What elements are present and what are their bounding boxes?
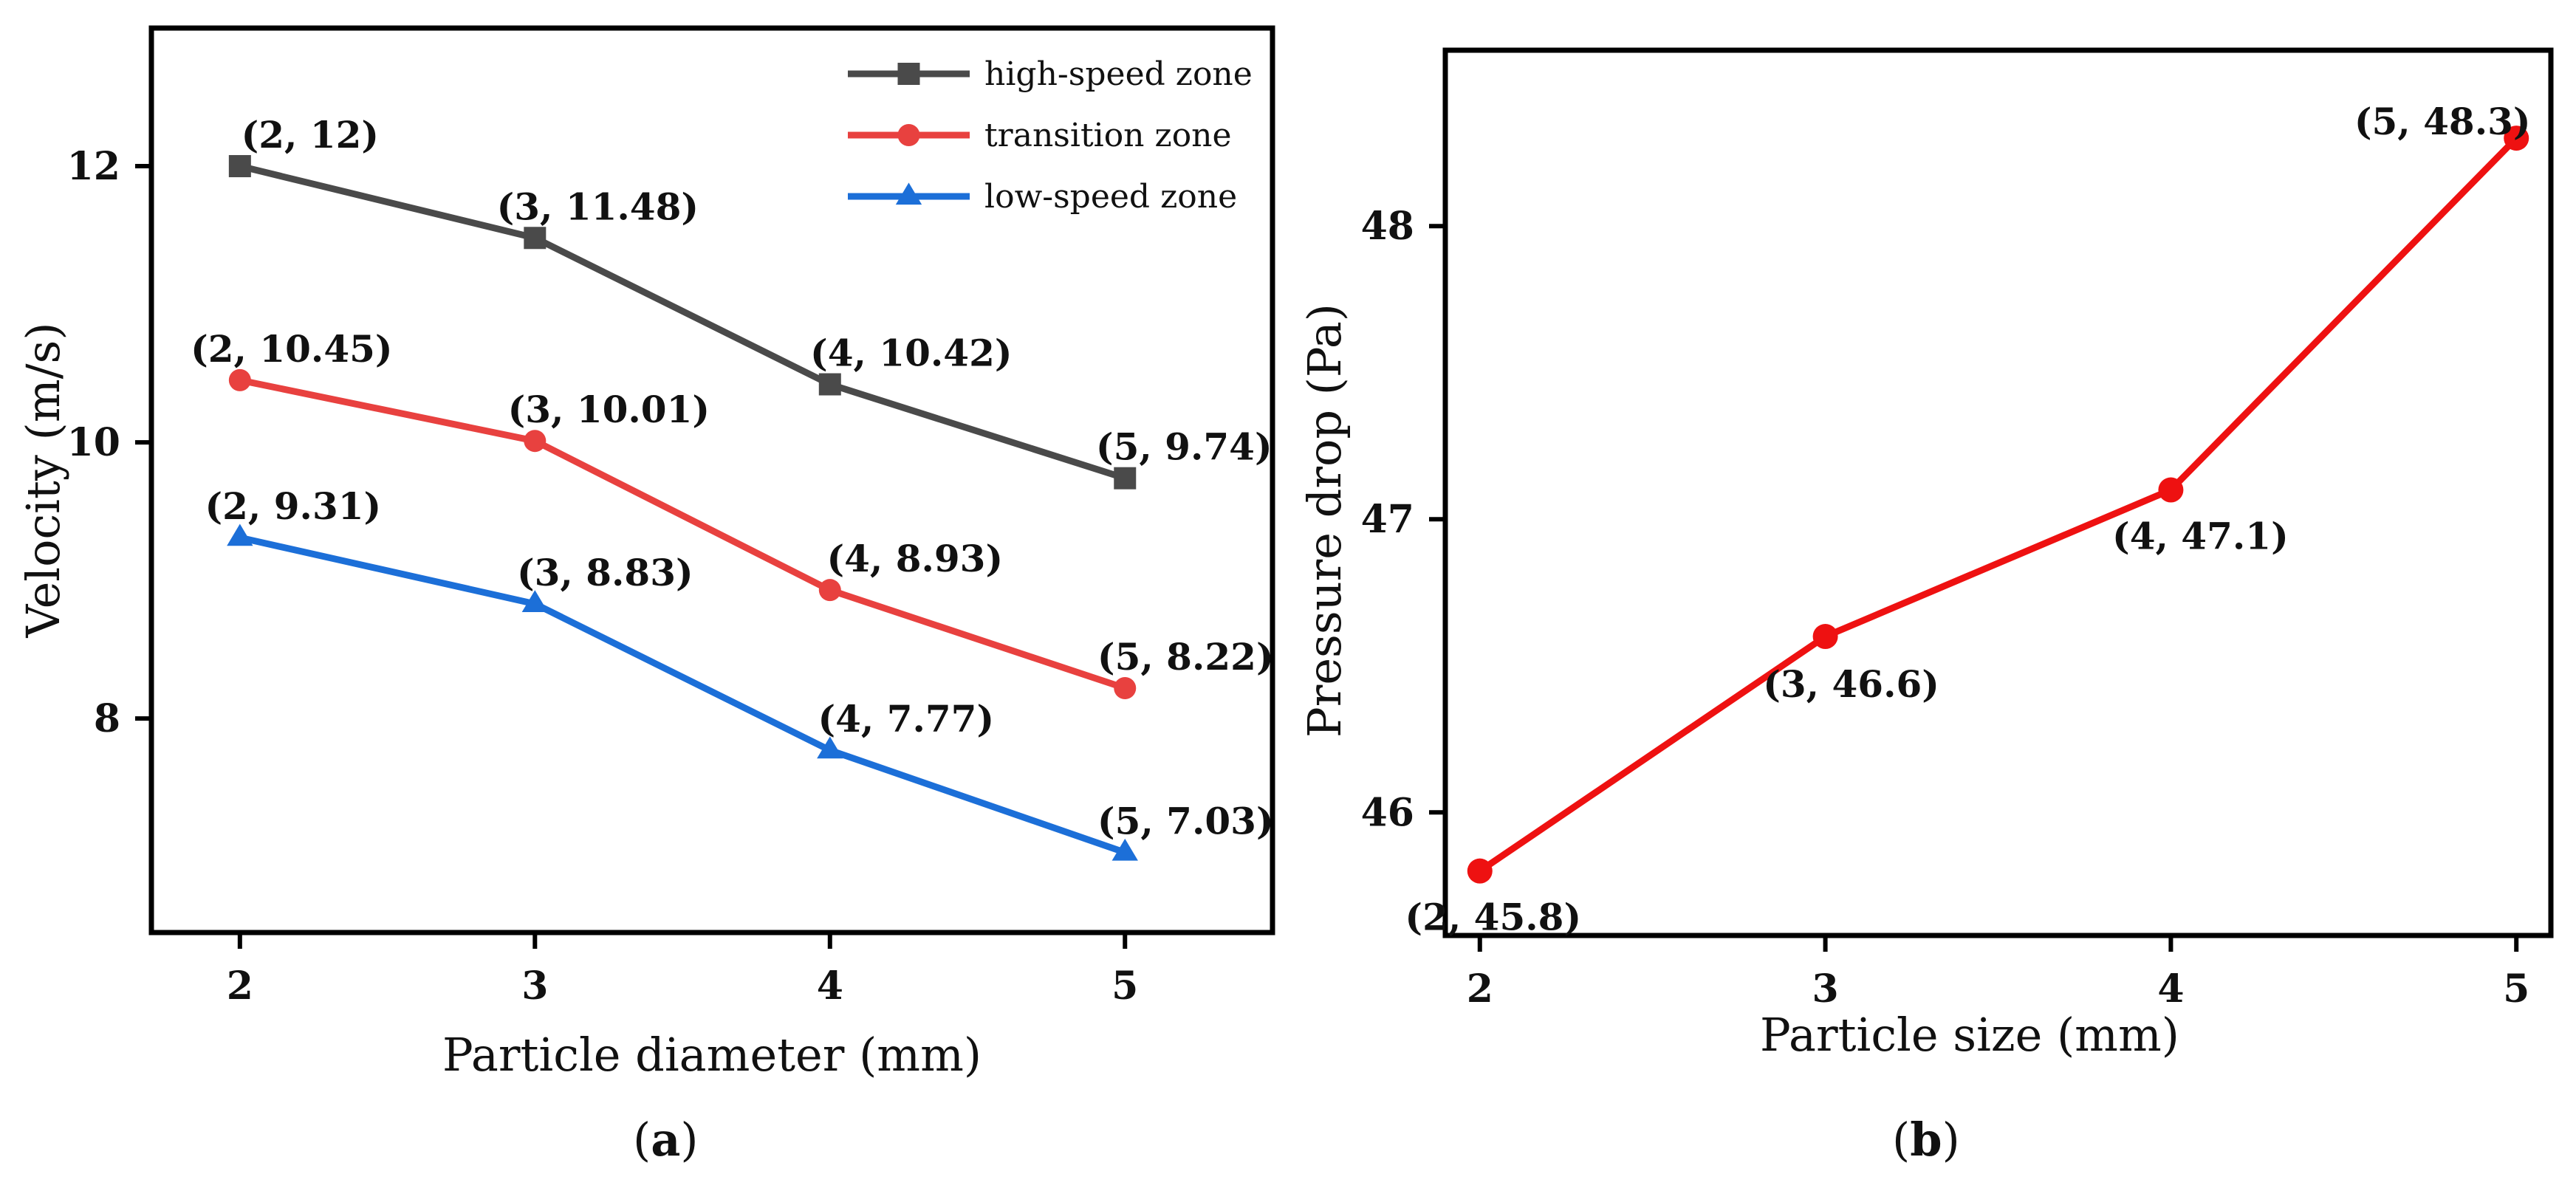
panel-a-data-label: (3, 11.48) (497, 185, 699, 228)
legend-swatch-marker (895, 182, 922, 205)
panel-a-y-tick-label: 8 (94, 696, 120, 741)
panel-b-x-axis-title: Particle size (mm) (1760, 1008, 2179, 1062)
panel-b-y-tick-label: 46 (1361, 790, 1414, 835)
panel-a-data-label: (2, 12) (242, 113, 380, 157)
panel-b-x-tick-label: 2 (1467, 966, 1493, 1012)
panel-a-x-axis-title: Particle diameter (mm) (442, 1028, 982, 1082)
panel-b-data-label: (5, 48.3) (2354, 100, 2531, 143)
legend-entry-label: high-speed zone (984, 55, 1253, 93)
panel-b-x-tick-label: 3 (1812, 966, 1839, 1012)
panel-b-y-tick-label: 47 (1361, 497, 1414, 542)
panel-a-data-label: (4, 8.93) (826, 537, 1003, 580)
panel-a-data-label: (2, 10.45) (191, 327, 393, 371)
panel-b-data-label: (4, 47.1) (2112, 515, 2289, 558)
panel-a-series-markers (227, 155, 1138, 861)
panel-a-data-label: (5, 9.74) (1096, 425, 1272, 469)
panel-b-y-axis-title: Pressure drop (Pa) (1298, 303, 1352, 738)
panel-a-axis-ticks: 2 3 4 5 8 10 12 (67, 144, 1139, 1009)
panel-a-y-tick-label: 12 (67, 144, 120, 189)
panel-a-series-line-1 (239, 377, 1126, 692)
panel-a-y-tick-label: 10 (67, 420, 120, 465)
panel-b-data-label: (3, 46.6) (1763, 662, 1939, 706)
panel-a-y-axis-title: Velocity (m/s) (16, 322, 70, 638)
panel-a-data-point (1114, 467, 1137, 490)
panel-b-data-point (1467, 858, 1493, 884)
panel-b-series-lines (1478, 135, 2519, 874)
panel-a-data-point (228, 368, 251, 391)
panel-a-data-point (524, 430, 547, 453)
panel-a-data-label: (3, 10.01) (508, 388, 710, 431)
panel-a-data-label: (2, 9.31) (205, 484, 381, 528)
panel-b-x-tick-label: 4 (2157, 966, 2184, 1012)
panel-a-data-label: (5, 7.03) (1097, 800, 1274, 843)
legend-entry-label: low-speed zone (984, 178, 1237, 216)
panel-a-data-label: (4, 7.77) (818, 697, 994, 741)
panel-b-data-labels: (2, 45.8) (3, 46.6) (4, 47.1) (5, 48.3) (1405, 100, 2530, 939)
panel-a-series-lines (239, 162, 1126, 856)
panel-b-data-point (1812, 624, 1838, 650)
panel-b-x-tick-label: 5 (2503, 966, 2529, 1012)
panel-a-data-point (817, 736, 843, 759)
panel-a-plot-frame (148, 25, 1275, 935)
panel-b-y-tick-label: 48 (1361, 204, 1414, 249)
legend-entry-label: transition zone (984, 117, 1232, 154)
panel-b-data-label: (2, 45.8) (1405, 896, 1581, 939)
panel-a-legend: high-speed zone transition zone low-speed … (848, 55, 1253, 216)
panel-a-data-point (818, 579, 841, 602)
panel-a-data-label: (3, 8.83) (517, 551, 693, 594)
panel-b-caption: (b) (1892, 1113, 1960, 1167)
panel-b-series-line-0 (1478, 135, 2519, 874)
panel-b-plot-frame (1442, 47, 2554, 938)
panel-a-data-label: (4, 10.42) (810, 332, 1013, 375)
panel-b-data-point (2158, 477, 2184, 503)
panel-b-data-point (2504, 126, 2529, 151)
panel-a-data-point (524, 227, 547, 250)
panel-a-data-point (228, 155, 251, 178)
panel-a-velocity-chart: 2 3 4 5 8 10 12 (2, 12) (3, 11.48) (4, 10.42) (5,… (16, 25, 1275, 1167)
panel-a-series-line-2 (239, 534, 1126, 856)
panel-a-x-tick-label: 3 (521, 964, 548, 1009)
panel-a-data-label: (5, 8.22) (1097, 635, 1274, 679)
legend-swatch-marker (897, 63, 920, 85)
panel-a-data-point (1114, 676, 1137, 699)
panel-a-data-point (818, 373, 841, 396)
panel-a-x-tick-label: 2 (227, 964, 253, 1009)
panel-a-data-point (1111, 838, 1138, 861)
panel-a-series-line-0 (239, 162, 1126, 481)
panel-a-caption: (a) (633, 1113, 699, 1167)
panel-b-series-markers (1467, 126, 2529, 884)
panel-a-data-labels: (2, 12) (3, 11.48) (4, 10.42) (5, 9.74) (2, … (191, 113, 1274, 843)
panel-a-x-tick-label: 5 (1111, 964, 1138, 1009)
panel-a-x-tick-label: 4 (817, 964, 843, 1009)
panel-a-data-point (227, 523, 253, 546)
legend-swatch-marker (897, 124, 920, 146)
panel-a-data-point (521, 590, 548, 613)
